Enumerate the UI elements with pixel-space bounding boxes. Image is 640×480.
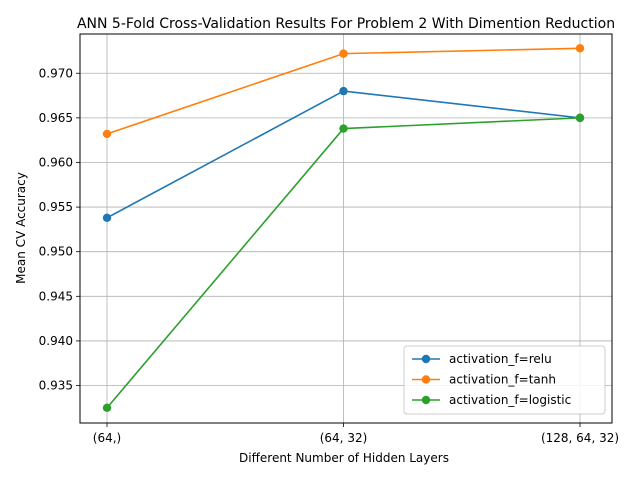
data-point	[102, 129, 112, 139]
y-axis-label: Mean CV Accuracy	[14, 172, 28, 284]
data-point	[102, 213, 112, 222]
data-point	[102, 403, 112, 413]
axes-ticks: (64,) (64, 32) (128, 64, 32) 0.935 0.940 0.94…	[39, 66, 619, 445]
legend-item: activation_f=relu	[412, 352, 552, 366]
legend-box	[403, 345, 606, 415]
data-point	[339, 124, 348, 133]
chart-title: ANN 5-Fold Cross-Validation Results For …	[77, 16, 615, 32]
legend-item: activation_f=tanh	[412, 373, 556, 387]
y-tick-label: 0.955	[39, 200, 73, 214]
series-lines	[102, 44, 585, 413]
legend: activation_f=relu activation_f=tanhactiva…	[403, 345, 606, 415]
y-tick-label: 0.945	[39, 289, 73, 303]
y-tick-label: 0.940	[39, 334, 73, 348]
legend-marker	[421, 395, 431, 405]
data-point	[339, 86, 348, 96]
legend-marker	[421, 354, 431, 364]
data-point	[339, 49, 348, 58]
x-tick-label: (64, 32)	[320, 431, 368, 445]
legend-label: activation_f=tanh	[449, 373, 556, 387]
series-activation-f-tanh	[102, 44, 585, 139]
x-tick-label: (128, 64, 32)	[541, 431, 619, 445]
data-point	[575, 113, 585, 123]
legend-marker	[421, 375, 431, 384]
plot-area	[79, 33, 613, 424]
y-tick-label: 0.935	[39, 379, 73, 393]
y-tick-label: 0.960	[39, 155, 73, 169]
x-axis-label: Different Number of Hidden Layers	[239, 451, 449, 465]
legend-label: activation_f=relu	[449, 352, 552, 366]
legend-item: activation_f=logistic	[412, 393, 571, 407]
data-point	[575, 44, 585, 53]
y-tick-label: 0.965	[39, 111, 73, 125]
legend-label: activation_f=logistic	[449, 393, 571, 407]
grid-lines	[80, 34, 612, 423]
series-activation-f-logistic	[102, 113, 585, 413]
y-tick-label: 0.970	[39, 66, 73, 80]
x-tick-label: (64,)	[93, 431, 121, 445]
y-tick-label: 0.950	[39, 245, 73, 259]
